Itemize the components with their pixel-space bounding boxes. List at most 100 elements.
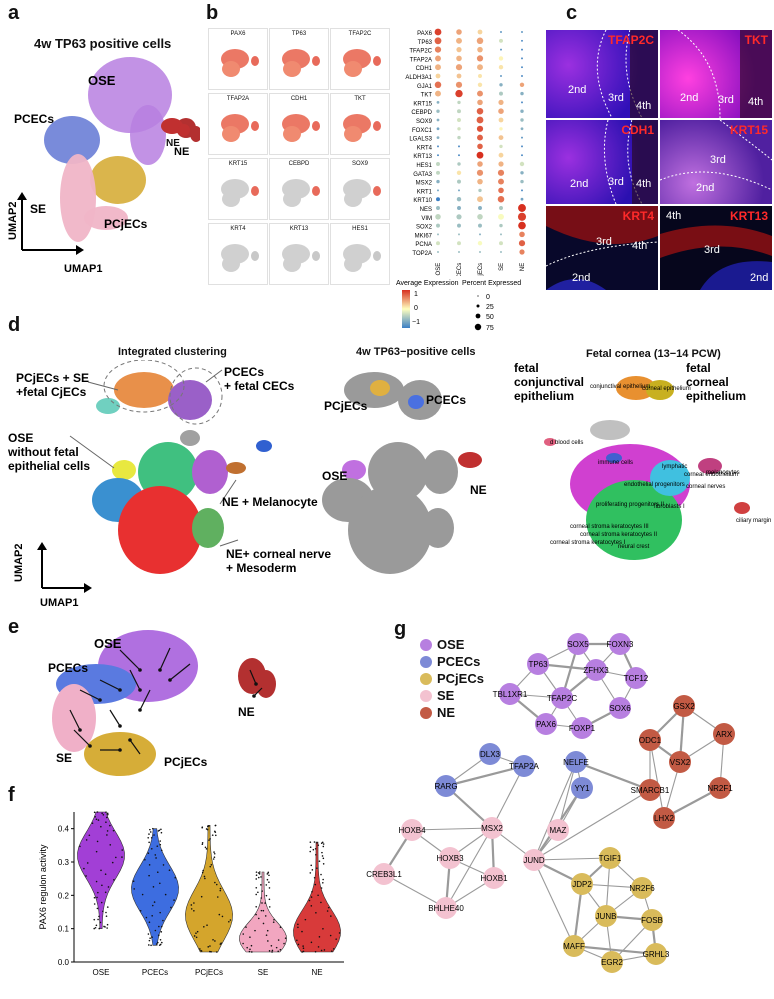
dotplot-dot bbox=[456, 73, 462, 79]
network-edge bbox=[533, 859, 575, 947]
feature-plot-tile: TP63 bbox=[269, 28, 329, 90]
violin-point bbox=[255, 913, 257, 916]
violin-point bbox=[261, 890, 263, 892]
dotplot-dot bbox=[434, 37, 442, 45]
velocity-arrow bbox=[253, 687, 263, 697]
violin-point bbox=[313, 841, 316, 843]
network-edge bbox=[445, 764, 525, 788]
micro-marker: CDH1 bbox=[621, 123, 654, 137]
network-edge bbox=[557, 761, 577, 831]
violin-point bbox=[159, 843, 162, 846]
dotplot-dot bbox=[519, 82, 525, 87]
violin-plot: 0.0 0.1 0.2 0.3 0.4 PAX6 regulon activity OSE P… bbox=[38, 811, 344, 977]
zone-label: 2nd bbox=[750, 272, 769, 284]
network-node-label: HOXB4 bbox=[398, 826, 426, 835]
feature-plot-ne-label: NE bbox=[166, 138, 180, 149]
dotplot-dot bbox=[498, 135, 504, 141]
panel-f-letter: f bbox=[8, 784, 15, 806]
violin-point bbox=[203, 925, 205, 928]
network-node-label: JUND bbox=[523, 856, 545, 865]
violin-point bbox=[214, 824, 217, 827]
network-node-label: ARX bbox=[716, 730, 733, 739]
legend-label: SE bbox=[437, 688, 455, 703]
legend-pct-tick: 75 bbox=[486, 325, 494, 332]
violin-point bbox=[113, 878, 115, 881]
violin-point bbox=[316, 842, 318, 844]
violin-point bbox=[208, 839, 210, 841]
violin-point bbox=[310, 941, 313, 944]
violin-point bbox=[204, 846, 207, 849]
violin-point bbox=[102, 813, 105, 816]
fetal-cell-label: melanocytes bbox=[706, 470, 740, 476]
network-node-label: GRHL3 bbox=[643, 950, 670, 959]
d-label: NE+ corneal nerve + Mesoderm bbox=[226, 547, 331, 575]
zone-label: 3rd bbox=[718, 94, 734, 106]
network-node bbox=[535, 713, 557, 735]
dotplot-dot bbox=[457, 162, 461, 166]
violin-point bbox=[162, 864, 165, 866]
violin-point bbox=[268, 874, 270, 877]
violin-point bbox=[158, 925, 160, 928]
violin-point bbox=[283, 942, 285, 945]
velocity-arrow bbox=[119, 649, 141, 671]
micro-tile-krt4: KRT4 3rd 4th 2nd bbox=[546, 206, 658, 290]
violin-point bbox=[251, 951, 253, 953]
dotplot-dot bbox=[499, 206, 503, 210]
network-edge bbox=[575, 760, 651, 792]
network-edge bbox=[411, 827, 493, 831]
violin-point bbox=[93, 918, 96, 921]
violin-point bbox=[150, 837, 153, 839]
legend-label: NE bbox=[437, 705, 456, 720]
network-edge bbox=[533, 761, 577, 861]
dotplot-dot bbox=[435, 90, 441, 97]
micro-tile-krt13: KRT13 4th 3rd 2nd bbox=[660, 206, 772, 290]
violin-point bbox=[83, 867, 85, 870]
x-tick-label: SE bbox=[258, 968, 269, 977]
dotplot-dot bbox=[479, 233, 481, 236]
violin-point bbox=[214, 831, 217, 833]
feature-gene-label: KRT13 bbox=[289, 226, 309, 232]
violin-point bbox=[162, 919, 164, 922]
d-label: NE + Melanocyte bbox=[222, 495, 318, 509]
dotplot-dot bbox=[457, 118, 461, 122]
violin-point bbox=[318, 936, 321, 938]
violin-point bbox=[249, 936, 251, 938]
violin-point bbox=[221, 915, 224, 918]
violin-point bbox=[297, 943, 300, 946]
fetal-cell-label: proliferating progenitors II bbox=[596, 502, 664, 508]
dotplot-dot bbox=[478, 206, 482, 210]
violin-point bbox=[101, 812, 103, 815]
velocity-arrowhead bbox=[128, 738, 132, 742]
dotplot-dot bbox=[477, 178, 483, 185]
legend-expr-title: Average Expression bbox=[396, 280, 459, 287]
micro-tile-tfap2c: TFAP2C 2nd 3rd 4th bbox=[546, 30, 658, 118]
violin-point bbox=[201, 843, 204, 846]
e-label: PCECs bbox=[48, 661, 88, 675]
violin-point bbox=[315, 911, 317, 914]
dotplot-dot bbox=[456, 197, 462, 202]
violin-point bbox=[141, 893, 144, 896]
dotplot-dot bbox=[519, 249, 525, 255]
violin-point bbox=[219, 943, 222, 945]
network-node-label: FOXN3 bbox=[607, 640, 634, 649]
violin-point bbox=[203, 875, 206, 878]
legend-expr-bar bbox=[402, 290, 410, 328]
violin-point bbox=[202, 869, 204, 872]
fetal-cell-label: ciliary margin bbox=[736, 518, 771, 524]
dotplot-dot bbox=[435, 73, 441, 79]
dotplot-dot bbox=[499, 91, 503, 96]
network-node bbox=[479, 743, 501, 765]
feature-plot-ne-island: NE bbox=[158, 112, 196, 149]
violin-point bbox=[100, 869, 102, 872]
dotplot-dot bbox=[521, 66, 523, 69]
dotplot-dot bbox=[435, 64, 441, 71]
dot-plot: PAX6 TP63 TFAP2C TFAP2A CDH1 ALDH3A1 GJA1 TKT KR… bbox=[405, 28, 527, 276]
violin-point bbox=[338, 932, 341, 934]
zone-label: 2nd bbox=[568, 84, 587, 96]
label-se: SE bbox=[30, 202, 46, 216]
fetal-cell-label: lymphatic bbox=[662, 464, 687, 470]
network-node bbox=[641, 909, 663, 931]
velocity-arrow bbox=[139, 689, 151, 711]
dotplot-dot bbox=[518, 221, 526, 230]
network-edge bbox=[533, 857, 611, 861]
